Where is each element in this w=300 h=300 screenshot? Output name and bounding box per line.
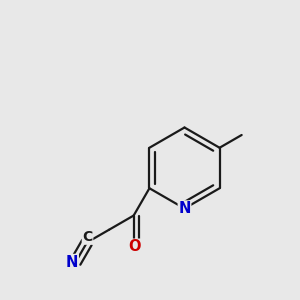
Text: C: C	[82, 230, 93, 244]
Text: N: N	[178, 201, 191, 216]
Text: O: O	[128, 239, 140, 254]
Text: N: N	[66, 254, 78, 269]
